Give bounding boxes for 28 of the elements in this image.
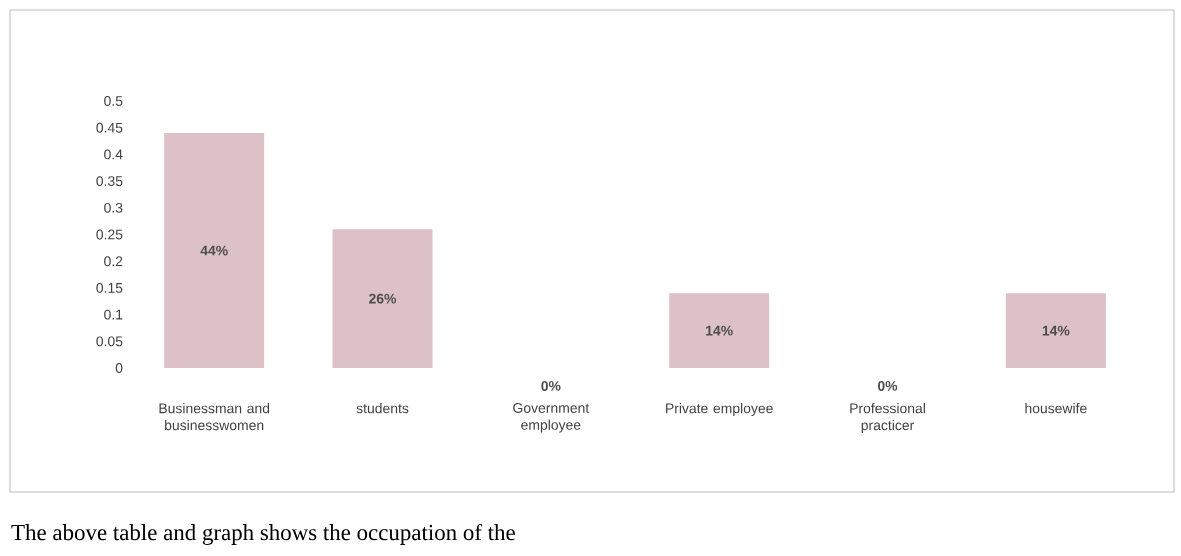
y-tick-label: 0.35 (96, 176, 123, 187)
x-tick-label: Businessman and businesswomen (159, 403, 270, 431)
data-label: 26% (369, 293, 397, 304)
x-tick-label: Private employee (666, 403, 773, 417)
y-tick-label: 0.15 (96, 282, 123, 293)
y-tick-label: 0.05 (96, 336, 123, 347)
x-tick-label: Government employee (513, 403, 590, 433)
data-label: 0% (878, 381, 898, 391)
y-tick-label: 0 (115, 363, 123, 373)
text: The above table and graph shows the occupation of the (11, 523, 515, 545)
bar (1005, 293, 1106, 368)
x-tick-label: Professional practicer (850, 403, 925, 433)
data-label: 14% (1042, 325, 1070, 336)
bar (164, 133, 265, 368)
data-label: 44% (200, 245, 228, 256)
bar (669, 293, 770, 368)
y-tick-label: 0.5 (104, 96, 123, 106)
data-label: 14% (706, 325, 733, 336)
bar (332, 229, 433, 368)
y-tick-label: 0.1 (104, 309, 123, 320)
y-tick-label: 0.25 (96, 229, 123, 240)
y-tick-label: 0.4 (104, 149, 123, 160)
x-tick-label: housewife (1025, 403, 1087, 414)
y-tick-label: 0.3 (104, 202, 123, 213)
y-tick-label: 0.2 (104, 256, 123, 267)
data-label: 0% (541, 381, 561, 391)
y-tick-label: 0.45 (96, 122, 123, 133)
x-tick-label: students (356, 403, 409, 414)
